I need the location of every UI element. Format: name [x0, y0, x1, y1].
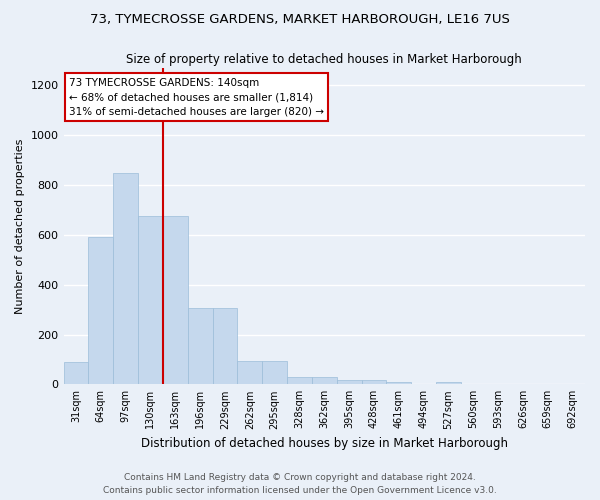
Bar	[312, 378, 337, 384]
Text: Contains HM Land Registry data © Crown copyright and database right 2024.
Contai: Contains HM Land Registry data © Crown c…	[103, 474, 497, 495]
Bar	[88, 238, 113, 384]
Bar	[212, 308, 238, 384]
Bar	[163, 216, 188, 384]
Title: Size of property relative to detached houses in Market Harborough: Size of property relative to detached ho…	[127, 52, 522, 66]
Bar	[362, 380, 386, 384]
Bar	[113, 172, 138, 384]
Bar	[188, 308, 212, 384]
Bar	[436, 382, 461, 384]
Bar	[337, 380, 362, 384]
Bar	[64, 362, 88, 384]
Bar	[287, 378, 312, 384]
Text: 73, TYMECROSSE GARDENS, MARKET HARBOROUGH, LE16 7US: 73, TYMECROSSE GARDENS, MARKET HARBOROUG…	[90, 12, 510, 26]
Text: 73 TYMECROSSE GARDENS: 140sqm
← 68% of detached houses are smaller (1,814)
31% o: 73 TYMECROSSE GARDENS: 140sqm ← 68% of d…	[69, 78, 324, 117]
Y-axis label: Number of detached properties: Number of detached properties	[15, 138, 25, 314]
Bar	[238, 360, 262, 384]
Bar	[262, 360, 287, 384]
Bar	[386, 382, 411, 384]
Bar	[138, 216, 163, 384]
X-axis label: Distribution of detached houses by size in Market Harborough: Distribution of detached houses by size …	[141, 437, 508, 450]
